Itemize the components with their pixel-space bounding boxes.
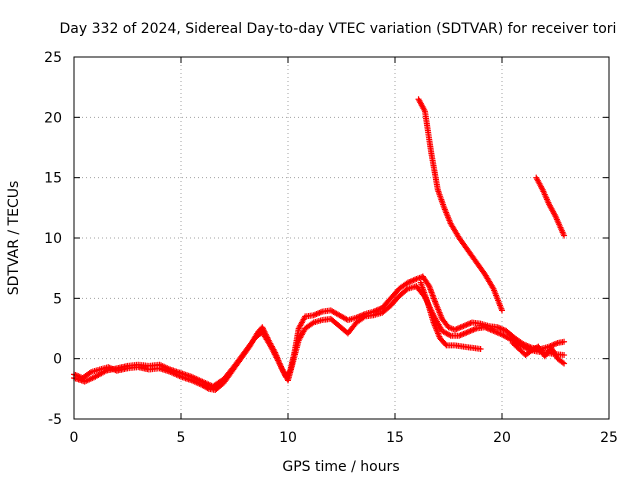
data-point — [561, 352, 568, 359]
series-track-b — [71, 283, 420, 390]
chart-title: Day 332 of 2024, Sidereal Day-to-day VTE… — [60, 21, 617, 37]
series-tail-ripple — [509, 339, 568, 367]
x-tick-label: 25 — [600, 430, 618, 446]
data-markers — [71, 96, 568, 394]
y-tick-label: 5 — [53, 291, 62, 307]
axis-ticks: 0 5 10 15 20 25 -5 0 5 10 15 20 25 — [44, 50, 618, 446]
y-tick-label: 20 — [44, 110, 62, 126]
data-point — [561, 338, 568, 345]
y-tick-label: -5 — [48, 412, 62, 428]
y-axis-label: SDTVAR / TECUs — [6, 181, 22, 296]
grid-lines — [74, 57, 609, 419]
series-steep-arc-2 — [533, 174, 568, 239]
data-point — [561, 360, 568, 367]
x-tick-label: 20 — [493, 430, 511, 446]
series-decay-lower — [417, 279, 484, 353]
data-point — [477, 346, 484, 353]
data-point — [561, 232, 568, 239]
series-track-a — [71, 273, 426, 394]
data-point — [442, 341, 449, 348]
x-tick-label: 5 — [177, 430, 186, 446]
y-tick-label: 10 — [44, 231, 62, 247]
data-point — [499, 307, 505, 314]
y-tick-label: 25 — [44, 50, 62, 66]
y-tick-label: 15 — [44, 171, 62, 187]
x-tick-label: 0 — [70, 430, 79, 446]
x-axis-label: GPS time / hours — [282, 459, 399, 475]
plot-frame — [73, 56, 610, 420]
x-tick-label: 15 — [386, 430, 404, 446]
y-tick-label: 0 — [53, 352, 62, 368]
data-point — [559, 359, 566, 366]
x-tick-label: 10 — [279, 430, 297, 446]
series-steep-arc-1 — [415, 96, 505, 314]
